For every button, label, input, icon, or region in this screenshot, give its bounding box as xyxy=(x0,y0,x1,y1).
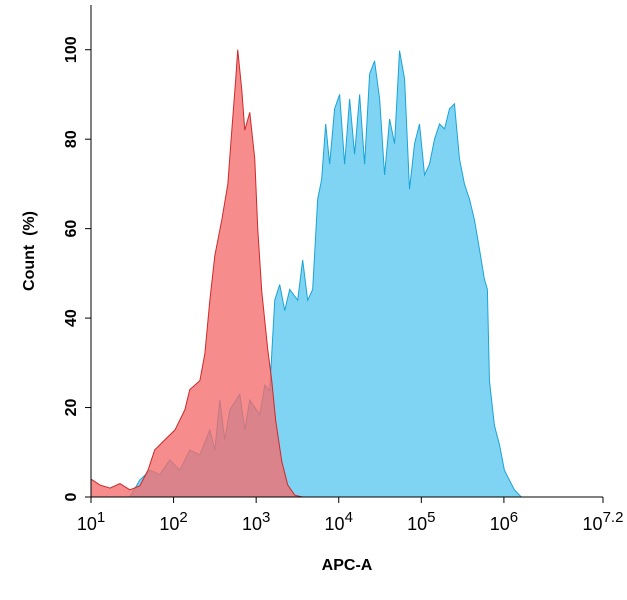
tick-base: 10 xyxy=(407,514,427,534)
y-axis-title: Count (%) xyxy=(21,211,38,291)
tick-exponent: 2 xyxy=(179,509,187,526)
tick-exponent: 4 xyxy=(345,509,353,526)
tick-base: 10 xyxy=(583,514,603,534)
x-tick-label: 102 xyxy=(159,509,187,534)
y-tick-label: 80 xyxy=(63,130,80,148)
tick-exponent: 7.2 xyxy=(603,509,624,526)
tick-base: 10 xyxy=(325,514,345,534)
tick-exponent: 1 xyxy=(97,509,105,526)
tick-exponent: 3 xyxy=(262,509,270,526)
tick-base: 10 xyxy=(77,514,97,534)
x-tick-label: 103 xyxy=(242,509,270,534)
tick-base: 10 xyxy=(159,514,179,534)
x-tick-label: 101 xyxy=(77,509,105,534)
x-tick-label: 107.2 xyxy=(583,509,624,534)
y-tick-label: 60 xyxy=(63,220,80,238)
x-tick-label: 104 xyxy=(325,509,353,534)
tick-base: 10 xyxy=(242,514,262,534)
histogram-area xyxy=(90,49,303,498)
tick-exponent: 6 xyxy=(510,509,518,526)
tick-base: 10 xyxy=(490,514,510,534)
y-tick-label: 40 xyxy=(63,309,80,327)
y-tick-label: 20 xyxy=(63,399,80,417)
y-tick-label: 0 xyxy=(63,492,80,501)
x-axis-title: APC-A xyxy=(322,557,373,574)
x-tick-label: 105 xyxy=(407,509,435,534)
x-tick-label: 106 xyxy=(490,509,518,534)
y-tick-label: 100 xyxy=(63,36,80,63)
tick-exponent: 5 xyxy=(427,509,435,526)
